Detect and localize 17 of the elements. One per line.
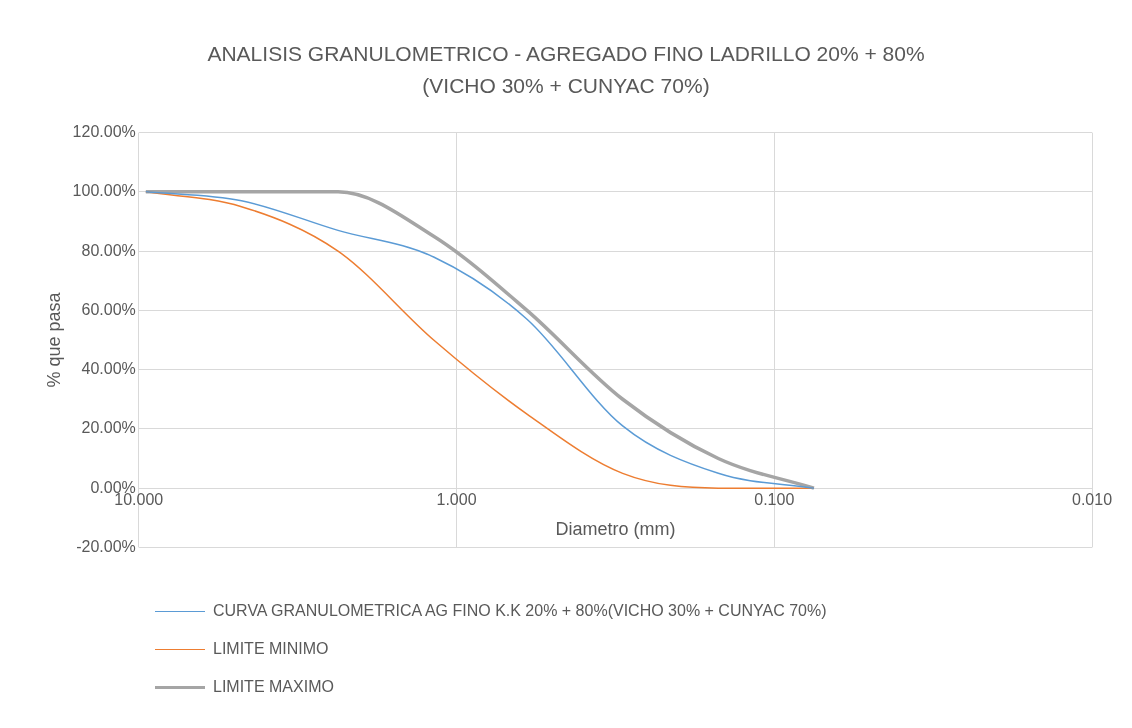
y-tick-label: 40.00% [81,360,136,378]
chart-title: ANALISIS GRANULOMETRICO - AGREGADO FINO LADRILLO 20% + 80%(VICHO 30% + CUNYAC 70%) [206,41,926,99]
y-axis-title: % que pasa [43,291,64,388]
y-tick-label: -20.00% [76,537,136,555]
legend-label: CURVA GRANULOMETRICA AG FINO K.K 20% + 80%(VICHO 30% + CUNYAC 70%) [213,602,827,620]
y-tick-label: 20.00% [81,419,136,437]
legend-label: LIMITE MAXIMO [213,678,334,696]
x-axis-title: Diametro (mm) [555,519,676,540]
x-tick-label: 10.000 [114,491,164,509]
x-tick-label: 0.100 [754,491,795,509]
x-tick-label: 1.000 [436,491,477,509]
legend-label: LIMITE MINIMO [213,640,329,658]
x-tick-label: 0.010 [1071,491,1113,509]
y-tick-label: 120.00% [72,123,136,141]
y-tick-label: 80.00% [81,241,136,259]
y-tick-label: 60.00% [81,300,136,318]
y-tick-label: 100.00% [72,182,136,200]
